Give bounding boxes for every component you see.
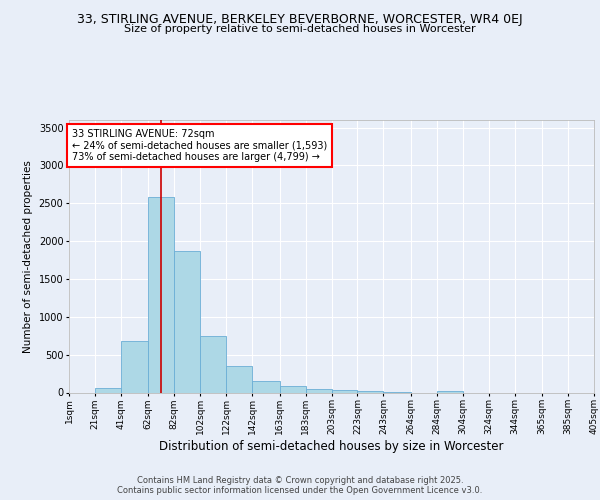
Text: Size of property relative to semi-detached houses in Worcester: Size of property relative to semi-detach…: [124, 24, 476, 34]
Bar: [174, 251, 200, 392]
Bar: [95, 388, 121, 392]
Y-axis label: Number of semi-detached properties: Number of semi-detached properties: [23, 160, 33, 352]
Bar: [331, 390, 358, 392]
Text: Contains HM Land Registry data © Crown copyright and database right 2025.: Contains HM Land Registry data © Crown c…: [137, 476, 463, 485]
Bar: [148, 197, 174, 392]
Bar: [305, 388, 331, 392]
Bar: [280, 386, 305, 392]
Text: Contains public sector information licensed under the Open Government Licence v3: Contains public sector information licen…: [118, 486, 482, 495]
Bar: [200, 336, 226, 392]
Bar: [226, 366, 252, 392]
Bar: [358, 391, 383, 392]
Bar: [437, 390, 463, 392]
Text: 33 STIRLING AVENUE: 72sqm
← 24% of semi-detached houses are smaller (1,593)
73% : 33 STIRLING AVENUE: 72sqm ← 24% of semi-…: [71, 129, 327, 162]
Bar: [252, 381, 280, 392]
Bar: [121, 341, 148, 392]
X-axis label: Distribution of semi-detached houses by size in Worcester: Distribution of semi-detached houses by …: [159, 440, 504, 453]
Text: 33, STIRLING AVENUE, BERKELEY BEVERBORNE, WORCESTER, WR4 0EJ: 33, STIRLING AVENUE, BERKELEY BEVERBORNE…: [77, 12, 523, 26]
